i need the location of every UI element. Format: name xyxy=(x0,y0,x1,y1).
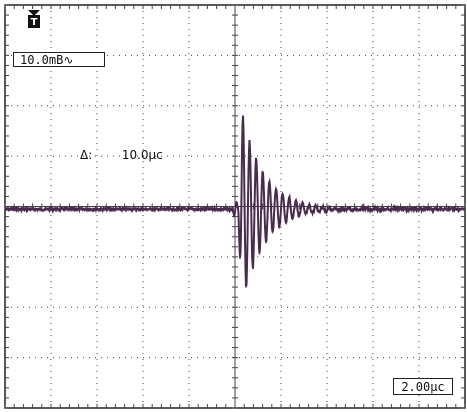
delta-time-value: 10.0μc xyxy=(121,148,163,162)
time-per-division-text: 2.00μc xyxy=(401,380,445,394)
volts-per-division-readout: 10.0mB∿ xyxy=(13,52,105,67)
delta-time-readout: Δ: 10.0μc xyxy=(80,148,163,162)
time-per-division-readout: 2.00μc xyxy=(393,378,453,395)
volts-per-division-text: 10.0mB∿ xyxy=(20,53,74,67)
svg-text:T: T xyxy=(31,17,38,28)
delta-symbol: Δ: xyxy=(80,148,93,162)
signal-trace-shadow xyxy=(4,116,466,288)
